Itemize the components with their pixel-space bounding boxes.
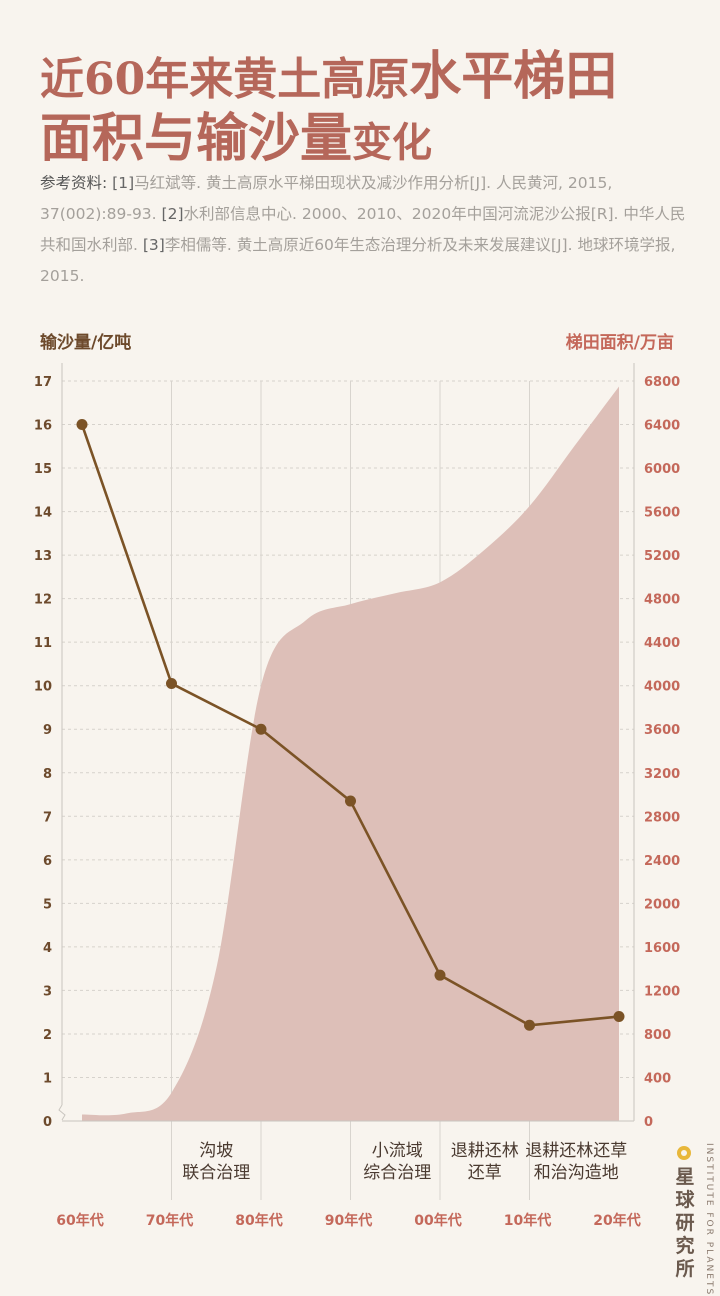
period-label: 综合治理 — [363, 1163, 431, 1183]
right-tick-label: 800 — [644, 1028, 671, 1043]
left-tick-label: 1 — [43, 1071, 52, 1086]
category-labels: 60年代 70年代 80年代 90年代 00年代 10年代 20年代 — [56, 1212, 640, 1229]
left-tick-label: 5 — [43, 897, 52, 912]
right-axis-title: 梯田面积/万亩 — [565, 333, 674, 353]
ref-2-num: [2] — [161, 205, 184, 223]
right-tick-label: 1600 — [644, 941, 680, 956]
references: 参考资料: [1]马红斌等. 黄土高原水平梯田现状及减沙作用分析[J]. 人民黄… — [40, 168, 690, 292]
ref-1-num: [1] — [112, 174, 135, 192]
category-label: 00年代 — [414, 1212, 461, 1229]
sediment-points — [76, 419, 625, 1031]
left-tick-label: 7 — [43, 810, 52, 825]
left-tick-label: 11 — [34, 636, 52, 651]
ref-3-text: 李相儒等. 黄土高原近60年生态治理分析及未来发展建议[J]. 地球环境学报, … — [40, 236, 676, 285]
period-label: 还草 — [468, 1163, 502, 1183]
period-label: 联合治理 — [182, 1163, 250, 1183]
right-tick-label: 2400 — [644, 854, 680, 869]
sediment-point — [434, 969, 446, 981]
category-label: 60年代 — [56, 1212, 103, 1229]
category-label: 90年代 — [325, 1212, 372, 1229]
right-tick-label: 6400 — [644, 419, 680, 434]
terrace-area-fill — [82, 386, 619, 1121]
left-tick-label: 16 — [34, 419, 52, 434]
brand-logo-icon — [677, 1146, 691, 1160]
sediment-point — [255, 723, 267, 735]
brand-name-en: INSTITUTE FOR PLANETS — [704, 1143, 714, 1296]
sediment-point — [524, 1019, 535, 1031]
category-label: 20年代 — [593, 1212, 640, 1229]
right-tick-label: 1200 — [644, 984, 680, 999]
right-tick-label: 3200 — [644, 767, 680, 782]
right-tick-label: 3600 — [644, 723, 680, 738]
left-tick-label: 13 — [34, 549, 52, 564]
right-tick-label: 5600 — [644, 506, 680, 521]
right-tick-label: 400 — [644, 1071, 671, 1086]
right-tick-label: 4800 — [644, 593, 680, 608]
left-tick-label: 9 — [43, 723, 52, 738]
axis-break-mark — [58, 1104, 66, 1121]
chart-axes — [58, 363, 635, 1122]
period-label: 沟坡 — [199, 1141, 233, 1161]
ref-2-text: 水利部信息中心. 2000、2010、2020年中国河流泥沙公报[R]. 中华人… — [40, 205, 686, 254]
left-tick-label: 10 — [34, 680, 52, 695]
brand-name: 星球研究所 — [675, 1166, 695, 1280]
period-label: 小流域 — [372, 1141, 423, 1161]
left-tick-label: 14 — [34, 506, 52, 521]
period-label: 退耕还林 — [451, 1141, 519, 1161]
left-axis-title: 输沙量/亿吨 — [40, 333, 132, 353]
category-label: 70年代 — [146, 1212, 193, 1229]
category-label: 10年代 — [504, 1212, 551, 1229]
ref-3-num: [3] — [142, 236, 165, 254]
right-tick-label: 6000 — [644, 462, 680, 477]
sediment-point — [345, 795, 356, 807]
right-tick-label: 4000 — [644, 680, 680, 695]
period-label: 和治沟造地 — [534, 1163, 619, 1183]
right-axis-ticks: 0 400 800 1200 1600 2000 2400 2800 3200 3600 4000 4… — [644, 375, 680, 1130]
left-tick-label: 2 — [43, 1028, 52, 1043]
left-tick-label: 6 — [43, 854, 52, 869]
left-tick-label: 17 — [34, 375, 52, 390]
page-title-line1: 近60年来黄土高原水平梯田 — [40, 46, 618, 107]
sediment-point — [166, 678, 177, 690]
right-tick-label: 5200 — [644, 549, 680, 564]
right-tick-label: 4400 — [644, 636, 680, 651]
right-tick-label: 2800 — [644, 810, 680, 825]
sediment-point — [613, 1011, 625, 1023]
left-tick-label: 3 — [43, 984, 52, 999]
right-tick-label: 0 — [644, 1115, 653, 1130]
category-label: 80年代 — [235, 1212, 282, 1229]
left-tick-label: 4 — [43, 941, 52, 956]
left-tick-label: 0 — [43, 1115, 52, 1130]
right-tick-label: 6800 — [644, 375, 680, 390]
references-label: 参考资料: — [40, 174, 108, 192]
ref-1-text: 马红斌等. 黄土高原水平梯田现状及减沙作用分析[J]. 人民黄河, 2015, … — [40, 174, 613, 223]
sediment-point — [76, 419, 88, 431]
left-tick-label: 8 — [43, 767, 52, 782]
left-tick-label: 12 — [34, 593, 52, 608]
page-title-line2: 面积与输沙量变化 — [40, 108, 433, 169]
left-tick-label: 15 — [34, 462, 52, 477]
period-label: 退耕还林还草 — [525, 1141, 627, 1161]
right-tick-label: 2000 — [644, 897, 680, 912]
